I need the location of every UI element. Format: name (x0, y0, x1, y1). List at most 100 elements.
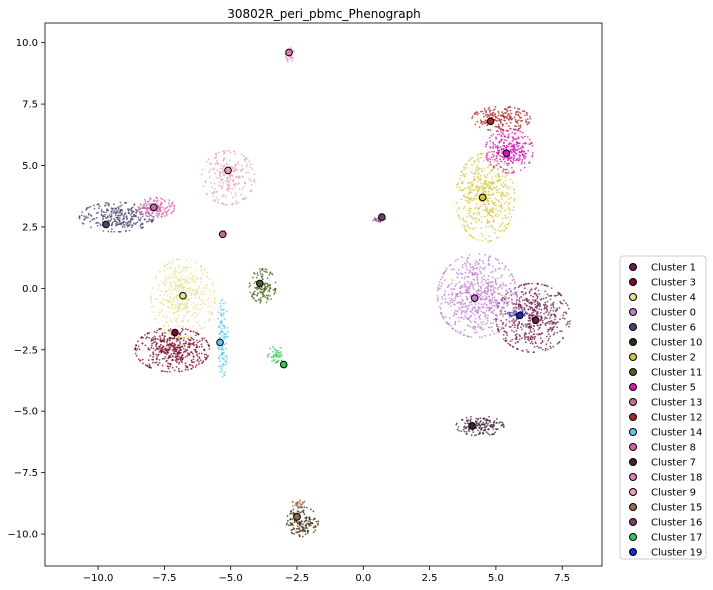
data-point (158, 351, 161, 353)
data-point (226, 327, 229, 329)
data-point (169, 267, 172, 270)
data-point (550, 304, 552, 306)
data-point (525, 326, 527, 328)
data-point (186, 275, 188, 278)
data-point (205, 284, 208, 287)
data-point (194, 316, 197, 318)
data-point (536, 315, 539, 317)
data-point (505, 139, 508, 142)
data-point (167, 367, 170, 370)
data-point (491, 265, 494, 268)
data-point (162, 280, 165, 283)
data-point (104, 213, 107, 216)
data-point (267, 298, 269, 301)
data-point (375, 220, 378, 222)
series-points-3 (436, 253, 518, 339)
data-point (502, 313, 505, 316)
data-point (300, 522, 302, 525)
data-point (538, 293, 541, 295)
legend-label-3: Cluster 0 (651, 308, 696, 319)
data-point (506, 159, 509, 162)
data-point (514, 342, 517, 345)
legend-label-1: Cluster 3 (651, 278, 696, 289)
data-point (504, 171, 507, 174)
data-point (161, 339, 164, 342)
data-point (538, 302, 541, 305)
data-point (220, 164, 222, 167)
data-point (173, 204, 176, 207)
data-point (129, 219, 132, 222)
data-point (489, 281, 492, 284)
data-point (147, 220, 150, 223)
legend-label-4: Cluster 6 (651, 323, 696, 334)
data-point (536, 333, 538, 336)
data-point (484, 181, 487, 183)
data-point (174, 285, 177, 288)
data-point (167, 276, 170, 279)
data-point (191, 275, 194, 278)
data-point (519, 158, 521, 161)
data-point (198, 352, 201, 355)
data-point (314, 529, 317, 532)
data-point (521, 308, 523, 310)
data-point (226, 179, 229, 181)
data-point (444, 298, 447, 301)
data-point (510, 166, 513, 169)
data-point (530, 335, 532, 337)
data-point (517, 113, 520, 116)
data-point (182, 339, 185, 342)
data-point (495, 164, 498, 167)
data-point (515, 120, 517, 123)
data-point (172, 299, 175, 302)
data-point (464, 289, 467, 292)
data-point (500, 309, 503, 312)
data-point (482, 303, 485, 306)
legend-label-17: Cluster 16 (651, 518, 702, 529)
data-point (506, 186, 508, 188)
data-point (295, 531, 298, 533)
data-point (505, 174, 508, 177)
data-point (178, 308, 181, 311)
data-point (85, 215, 87, 218)
data-point (251, 295, 253, 298)
data-point (497, 110, 500, 113)
data-point (438, 284, 440, 286)
data-point (253, 173, 256, 176)
data-point (313, 517, 316, 520)
data-point (284, 55, 287, 58)
data-point (481, 204, 483, 206)
data-point (501, 287, 503, 290)
data-point (504, 107, 506, 110)
data-point (472, 178, 475, 181)
data-point (569, 320, 571, 323)
data-point (156, 210, 158, 213)
data-point (196, 314, 199, 317)
data-point (504, 337, 507, 340)
data-point (221, 202, 224, 205)
data-point (535, 312, 538, 314)
data-point (119, 223, 121, 225)
data-point (222, 337, 225, 339)
data-point (476, 153, 479, 156)
data-point (218, 172, 221, 174)
data-point (220, 327, 223, 330)
data-point (497, 114, 500, 117)
data-point (482, 421, 485, 424)
data-point (494, 291, 496, 293)
data-point (451, 327, 454, 330)
data-point (548, 295, 550, 297)
data-point (210, 163, 213, 166)
data-point (161, 206, 164, 209)
data-point (458, 189, 461, 191)
data-point (271, 273, 273, 275)
data-point (471, 157, 474, 159)
data-point (285, 58, 288, 60)
data-point (460, 313, 463, 315)
data-point (190, 303, 193, 306)
data-point (114, 212, 117, 215)
data-point (458, 301, 461, 304)
data-point (485, 317, 488, 320)
data-point (494, 318, 496, 321)
data-point (251, 168, 254, 171)
data-point (454, 310, 456, 312)
